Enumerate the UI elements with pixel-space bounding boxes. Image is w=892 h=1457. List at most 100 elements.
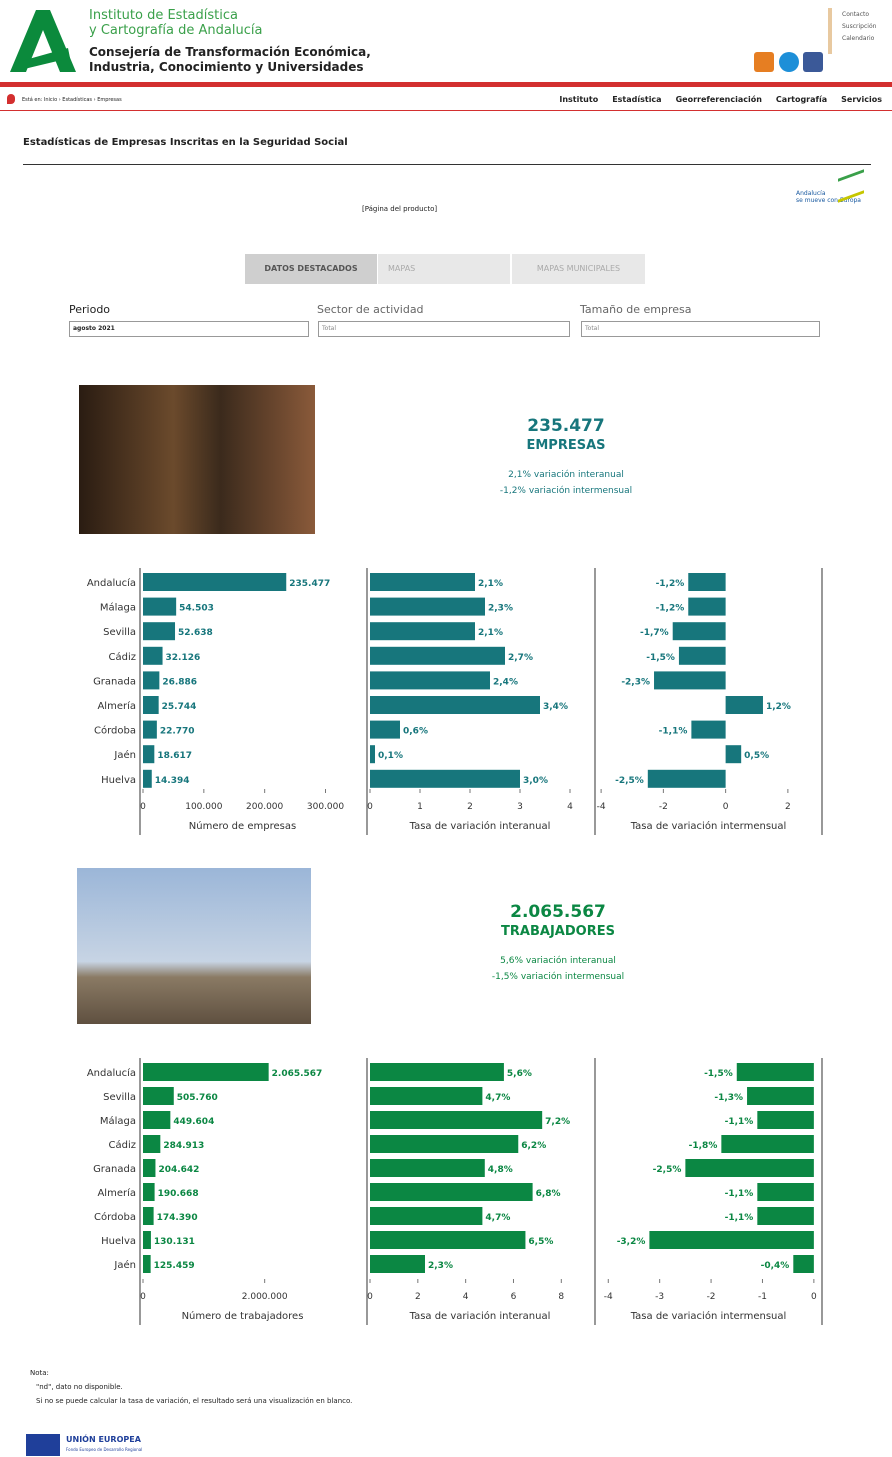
pin [7,94,15,104]
bar [370,1231,526,1249]
bar [370,1183,533,1201]
bar [370,745,375,764]
value-label: 1,2% [766,702,791,712]
bar [143,1231,151,1249]
value-label: -1,1% [725,1117,754,1127]
photo [77,868,311,1024]
rule [0,110,892,111]
bar [370,1159,485,1177]
value-label: 6,8% [536,1189,561,1199]
nav-link[interactable]: Servicios [841,95,882,104]
bar [691,720,726,739]
category-label: Málaga [100,602,136,614]
institute: Instituto de Estadística y Cartografía de… [89,8,262,38]
product-link[interactable]: [Página del producto] [362,205,438,213]
nav-link[interactable]: Instituto [559,95,599,104]
value-label: 449.604 [173,1117,214,1127]
x-tick-label: 1 [417,802,423,812]
value-label: -1,1% [725,1189,754,1199]
nav-link[interactable]: Cartografía [775,95,828,104]
nav-link[interactable]: Georreferenciación [675,95,762,104]
value-label: -1,1% [725,1213,754,1223]
nav: Instituto Estadística Georreferenciación Ca… [559,95,882,104]
value-label: -1,8% [689,1141,718,1151]
value-label: 32.126 [166,653,201,663]
select[interactable]: Total [581,321,820,337]
kpi-line: -1,5% variación intermensual [491,972,625,982]
facebook-icon[interactable] [803,52,823,72]
kpi-line: -1,2% variación intermensual [499,486,633,496]
kpi-line: 5,6% variación interanual [500,956,616,966]
category-label: Cádiz [109,1139,137,1151]
bar [649,1231,814,1249]
value-label: 130.131 [154,1237,195,1247]
bar [370,1255,425,1273]
bar [678,646,726,665]
category-label: Granada [93,1164,136,1175]
axis-label: Número de empresas [189,820,296,832]
value-label: -2,5% [615,776,644,786]
value-label: 3,0% [523,776,548,786]
category-label: Jaén [113,749,136,761]
value-label: 22.770 [160,727,195,737]
x-tick-label: -2 [707,1292,716,1302]
bar [370,769,520,788]
bar [143,720,157,739]
bar [143,1159,156,1177]
kpi-number: 2.065.567 [510,902,606,922]
nav-link[interactable]: Estadística [612,95,662,104]
category-label: Sevilla [103,1092,136,1103]
category-label: Jaén [113,1259,136,1271]
value-label: 52.638 [178,628,213,638]
brand: Andalucía se mueve con Europa [796,190,861,204]
top-link[interactable]: Calendario [842,35,875,42]
bar [143,597,177,616]
bar [370,1087,483,1105]
x-tick-label: 2.000.000 [242,1292,288,1302]
x-tick-label: 0 [367,1292,373,1302]
page-title: Estadísticas de Empresas Inscritas en la… [23,137,348,148]
x-tick-label: 4 [463,1292,469,1302]
select[interactable]: Total [318,321,570,337]
photo [79,385,315,534]
category-label: Almería [97,1187,136,1199]
blog-icon[interactable] [754,52,774,72]
category-label: Sevilla [103,627,136,638]
kpi-label: EMPRESAS [526,438,606,453]
bar [757,1111,814,1129]
select[interactable]: agosto 2021 [69,321,309,337]
tab[interactable]: MAPAS MUNICIPALES [512,254,645,284]
eu-fund: Fondo Europeo de Desarrollo Regional [66,1447,143,1452]
value-label: 5,6% [507,1069,532,1079]
institute-line: y Cartografía de Andalucía [89,23,263,38]
x-tick-label: 4 [567,802,573,812]
axis-label: Tasa de variación intermensual [630,820,787,832]
bar [370,573,475,591]
bar [143,1255,151,1273]
category-label: Huelva [101,775,136,786]
bar [721,1135,814,1153]
chart: Andalucía Málaga Sevilla Cádiz Granada Almerí… [87,568,823,835]
value-label: 54.503 [179,604,214,614]
bar [143,1111,171,1129]
x-tick-label: 3 [517,802,523,812]
logo [10,10,76,72]
bar [370,622,475,641]
tab[interactable]: DATOS DESTACADOS [245,254,377,284]
tab[interactable]: MAPAS [378,254,510,284]
bar [725,696,763,714]
note: Si no se puede calcular la tasa de varia… [36,1397,353,1405]
value-label: 4,7% [485,1213,510,1223]
category-label: Almería [97,700,136,712]
chart: Andalucía Sevilla Málaga Cádiz Granada Almerí… [87,1058,823,1325]
notes: Nota: "nd", dato no disponible. Si no se p… [30,1366,352,1408]
x-tick-label: -4 [597,802,606,812]
x-tick-label: 100.000 [185,802,222,812]
twitter-icon[interactable] [779,52,799,72]
top-link[interactable]: Contacto [842,11,870,18]
bar [143,696,159,714]
bar [143,1135,161,1153]
value-label: 190.668 [158,1189,199,1199]
x-tick-label: -2 [659,802,668,812]
top-link[interactable]: Suscripción [842,23,877,30]
